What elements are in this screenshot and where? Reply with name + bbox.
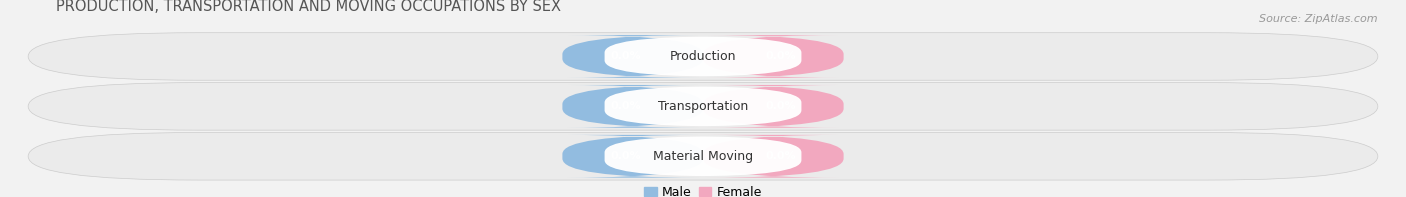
Legend: Male, Female: Male, Female — [644, 186, 762, 197]
Text: Material Moving: Material Moving — [652, 150, 754, 163]
Text: 0.0%: 0.0% — [765, 151, 796, 161]
FancyBboxPatch shape — [605, 136, 801, 176]
FancyBboxPatch shape — [562, 35, 703, 78]
Text: 0.0%: 0.0% — [765, 51, 796, 61]
Text: 0.0%: 0.0% — [610, 151, 641, 161]
FancyBboxPatch shape — [28, 33, 1378, 80]
FancyBboxPatch shape — [703, 85, 844, 128]
Text: 0.0%: 0.0% — [610, 101, 641, 111]
Text: 0.0%: 0.0% — [610, 51, 641, 61]
FancyBboxPatch shape — [605, 36, 801, 76]
FancyBboxPatch shape — [605, 86, 801, 126]
Text: Production: Production — [669, 50, 737, 63]
FancyBboxPatch shape — [562, 135, 703, 178]
Text: PRODUCTION, TRANSPORTATION AND MOVING OCCUPATIONS BY SEX: PRODUCTION, TRANSPORTATION AND MOVING OC… — [56, 0, 561, 14]
FancyBboxPatch shape — [28, 83, 1378, 130]
FancyBboxPatch shape — [703, 135, 844, 178]
FancyBboxPatch shape — [703, 35, 844, 78]
FancyBboxPatch shape — [562, 85, 703, 128]
Text: Source: ZipAtlas.com: Source: ZipAtlas.com — [1260, 14, 1378, 24]
FancyBboxPatch shape — [28, 133, 1378, 180]
Text: 0.0%: 0.0% — [765, 101, 796, 111]
Text: Transportation: Transportation — [658, 100, 748, 113]
